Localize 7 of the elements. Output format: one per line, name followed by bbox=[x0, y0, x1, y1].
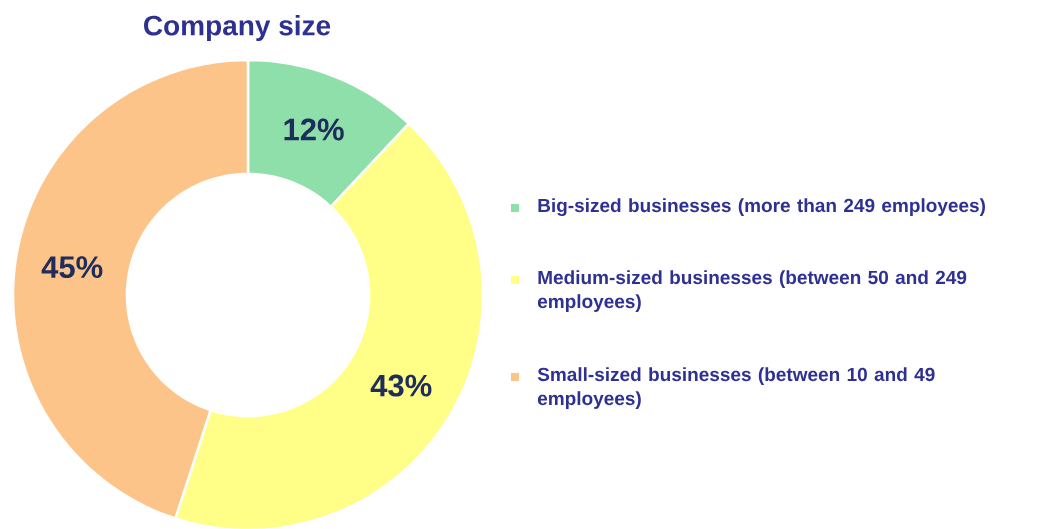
legend-label: Medium-sized businesses (between 50 and 249 employees) bbox=[537, 270, 967, 312]
legend-label: Big-sized businesses (more than 249 employees) bbox=[538, 198, 985, 216]
data-label: 45% bbox=[41, 256, 103, 279]
chart-title: Company size bbox=[144, 14, 331, 42]
data-label: 43% bbox=[370, 374, 432, 397]
data-label: 12% bbox=[284, 118, 344, 141]
legend-label: Small-sized businesses (between 10 and 49 employees) bbox=[537, 367, 935, 409]
